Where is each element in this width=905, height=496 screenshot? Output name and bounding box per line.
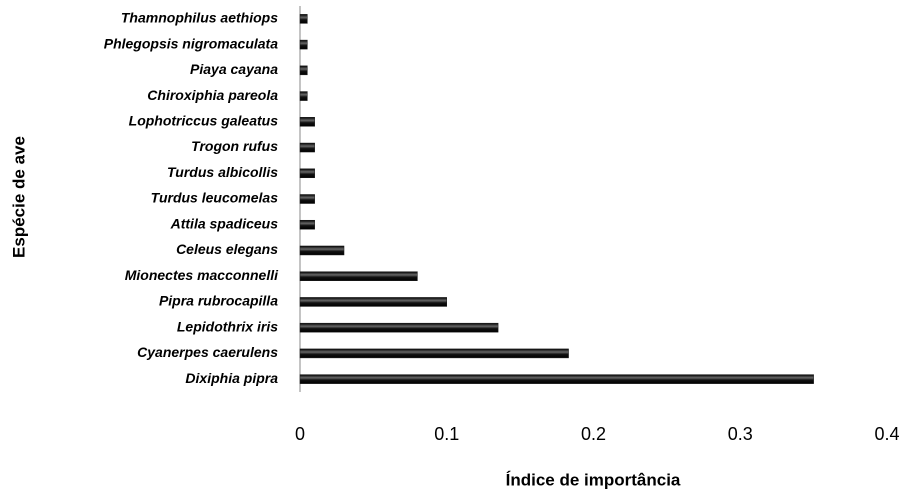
bar bbox=[299, 117, 315, 127]
bar bbox=[299, 271, 418, 281]
x-tick-label: 0.1 bbox=[434, 424, 459, 444]
y-axis-title: Espécie de ave bbox=[9, 136, 28, 258]
bar bbox=[299, 14, 308, 24]
y-tick-label: Dixiphia pipra bbox=[185, 370, 278, 386]
y-tick-label: Lepidothrix iris bbox=[177, 318, 278, 334]
x-tick-label: 0.4 bbox=[874, 424, 899, 444]
x-tick-label: 0 bbox=[295, 424, 305, 444]
y-tick-label: Cyanerpes caerulens bbox=[137, 344, 278, 360]
bar bbox=[299, 168, 315, 179]
y-tick-label: Thamnophilus aethiops bbox=[121, 10, 278, 26]
bar bbox=[299, 322, 499, 333]
y-tick-label: Celeus elegans bbox=[176, 241, 278, 257]
bar bbox=[299, 142, 315, 153]
bar bbox=[299, 65, 308, 76]
bar bbox=[299, 297, 447, 307]
y-tick-label: Turdus leucomelas bbox=[151, 190, 279, 206]
bar bbox=[299, 374, 814, 384]
x-tick-label: 0.2 bbox=[581, 424, 606, 444]
x-tick-label: 0.3 bbox=[728, 424, 753, 444]
y-tick-label: Lophotriccus galeatus bbox=[129, 113, 279, 129]
y-tick-label: Trogon rufus bbox=[191, 138, 278, 154]
bar bbox=[299, 219, 315, 230]
y-tick-label: Turdus albicollis bbox=[167, 164, 278, 180]
y-tick-label: Phlegopsis nigromaculata bbox=[104, 35, 278, 51]
y-tick-label: Attila spadiceus bbox=[170, 215, 279, 231]
bar bbox=[299, 245, 345, 256]
x-axis-title: Índice de importância bbox=[506, 470, 681, 489]
bar bbox=[299, 348, 569, 359]
bar bbox=[299, 91, 308, 101]
bar bbox=[299, 39, 308, 50]
y-tick-label: Mionectes macconnelli bbox=[125, 267, 279, 283]
y-tick-label: Piaya cayana bbox=[190, 61, 278, 77]
y-tick-label: Chiroxiphia pareola bbox=[147, 87, 278, 103]
bar bbox=[299, 194, 315, 204]
y-tick-label: Pipra rubrocapilla bbox=[159, 293, 278, 309]
